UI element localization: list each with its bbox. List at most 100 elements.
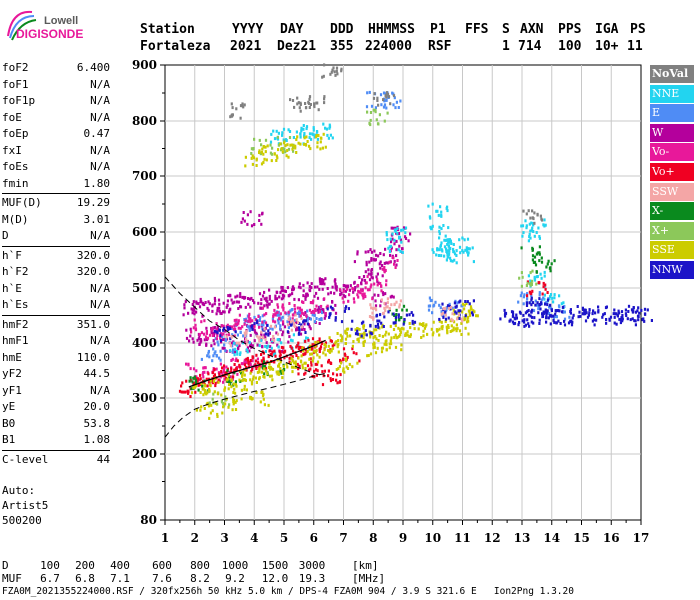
echo-point bbox=[271, 367, 275, 371]
echo-point bbox=[427, 304, 430, 308]
echo-point bbox=[333, 343, 336, 347]
echo-point bbox=[258, 325, 261, 329]
echo-point bbox=[281, 289, 285, 293]
echo-point bbox=[266, 372, 269, 376]
echo-point bbox=[206, 391, 209, 395]
echo-point bbox=[452, 247, 455, 251]
echo-point bbox=[329, 361, 332, 365]
echo-point bbox=[389, 102, 392, 106]
echo-point bbox=[431, 333, 434, 337]
echo-point bbox=[561, 305, 564, 309]
echo-point bbox=[242, 362, 245, 366]
echo-point bbox=[209, 379, 212, 383]
echo-point bbox=[271, 350, 274, 354]
echo-point bbox=[225, 378, 228, 382]
echo-point bbox=[370, 250, 373, 254]
d-value: 200 bbox=[75, 559, 95, 572]
echo-point bbox=[421, 324, 425, 328]
echo-point bbox=[315, 368, 318, 372]
header-value: 355 bbox=[330, 39, 353, 54]
echo-point bbox=[249, 317, 252, 321]
echo-point bbox=[335, 288, 338, 292]
echo-point bbox=[463, 307, 466, 311]
echo-point bbox=[226, 299, 229, 303]
echo-point bbox=[330, 70, 333, 74]
echo-point bbox=[402, 228, 405, 232]
echo-point bbox=[249, 210, 252, 214]
echo-point bbox=[277, 370, 280, 374]
echo-point bbox=[226, 367, 229, 371]
echo-point bbox=[385, 231, 388, 234]
echo-point bbox=[356, 252, 359, 256]
echo-point bbox=[382, 311, 385, 315]
echo-point bbox=[514, 317, 517, 321]
echo-point bbox=[309, 327, 312, 331]
echo-point bbox=[223, 347, 226, 351]
echo-point bbox=[541, 292, 544, 296]
echo-point bbox=[536, 275, 539, 278]
echo-point bbox=[266, 144, 269, 148]
echo-point bbox=[256, 365, 260, 369]
echo-point bbox=[447, 244, 450, 248]
echo-point bbox=[379, 260, 382, 264]
echo-point bbox=[236, 350, 239, 353]
echo-point bbox=[515, 313, 518, 317]
echo-point bbox=[254, 376, 257, 380]
x-tick-label: 16 bbox=[603, 531, 620, 545]
echo-point bbox=[332, 66, 335, 70]
echo-point bbox=[222, 402, 225, 405]
echo-point bbox=[203, 366, 206, 370]
echo-point bbox=[468, 311, 471, 315]
echo-point bbox=[527, 313, 531, 317]
echo-point bbox=[344, 337, 348, 341]
echo-point bbox=[457, 313, 461, 317]
param-value: 6.400 bbox=[76, 61, 110, 74]
param-name: h`F bbox=[2, 248, 22, 262]
echo-point bbox=[399, 330, 402, 334]
echo-point bbox=[531, 289, 534, 293]
echo-point bbox=[224, 371, 227, 375]
param-name: h`Es bbox=[2, 298, 29, 311]
echo-point bbox=[282, 322, 285, 326]
echo-point bbox=[569, 310, 572, 313]
echo-point bbox=[525, 284, 528, 287]
param-name: M(D) bbox=[2, 212, 29, 226]
echo-point bbox=[326, 304, 329, 308]
param-name: h`F2 bbox=[2, 265, 29, 278]
echo-point bbox=[249, 378, 252, 382]
echo-point bbox=[244, 378, 247, 382]
echo-point bbox=[293, 304, 296, 307]
echo-point bbox=[318, 287, 321, 291]
echo-point bbox=[205, 377, 208, 381]
echo-point bbox=[467, 309, 470, 313]
echo-point bbox=[234, 322, 237, 326]
echo-point bbox=[334, 282, 337, 286]
echo-point bbox=[218, 309, 221, 313]
echo-point bbox=[213, 329, 216, 333]
header-label: IGA bbox=[595, 22, 619, 37]
echo-point bbox=[527, 309, 530, 312]
autoscaling-info: Auto: Artist5 500200 bbox=[2, 483, 48, 528]
echo-point bbox=[288, 335, 291, 339]
echo-point bbox=[558, 305, 561, 309]
param-row: foE N/A bbox=[2, 110, 110, 127]
echo-point bbox=[292, 285, 295, 289]
echo-point bbox=[466, 317, 469, 321]
echo-point bbox=[576, 305, 579, 308]
echo-point bbox=[268, 374, 272, 378]
echo-point bbox=[258, 319, 261, 322]
echo-point bbox=[445, 306, 448, 310]
echo-point bbox=[422, 329, 425, 333]
echo-point bbox=[356, 361, 359, 365]
echo-point bbox=[261, 294, 265, 298]
muf-value: [MHz] bbox=[352, 572, 385, 585]
echo-point bbox=[354, 328, 357, 332]
echo-point bbox=[212, 380, 215, 383]
echo-point bbox=[544, 287, 547, 291]
echo-point bbox=[284, 138, 288, 142]
echo-point bbox=[629, 318, 632, 322]
echo-point bbox=[386, 238, 389, 242]
muf-value: 19.3 bbox=[299, 572, 326, 585]
echo-point bbox=[367, 268, 370, 272]
